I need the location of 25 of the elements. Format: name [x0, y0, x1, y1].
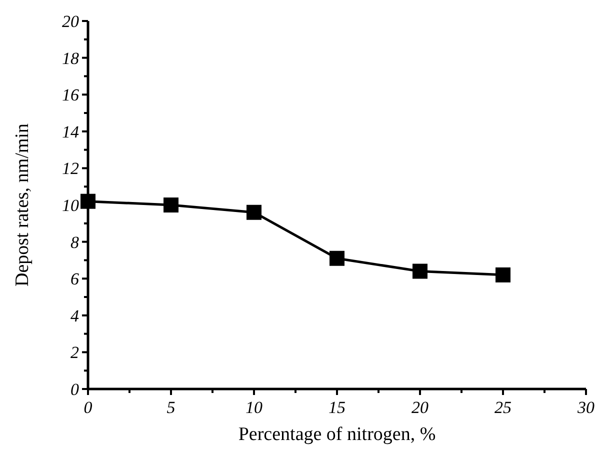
y-tick-label: 20 — [62, 12, 80, 31]
y-tick-label: 14 — [62, 122, 80, 142]
y-tick-label: 4 — [70, 306, 80, 326]
point — [496, 267, 510, 282]
y-tick-label: 0 — [70, 380, 80, 399]
x-tick-label: 30 — [576, 398, 595, 417]
y-tick-label: 6 — [70, 270, 80, 289]
x-axis-title: Percentage of nitrogen, % — [238, 424, 436, 445]
y-tick-label: 18 — [62, 48, 80, 68]
x-tick-label: 20 — [412, 398, 429, 417]
x-tick-label: 15 — [328, 398, 346, 417]
x-tick-label: 25 — [494, 398, 512, 417]
point — [164, 198, 178, 212]
y-axis-title: Depost rates, nm/min — [12, 122, 33, 287]
y-tick-label: 16 — [62, 86, 80, 105]
y-tick-label: 12 — [62, 159, 80, 178]
x-tick-label: 0 — [84, 398, 93, 417]
x-tick-label: 5 — [166, 398, 176, 417]
y-tick-label: 10 — [62, 196, 80, 215]
x-tick-label: 10 — [246, 398, 263, 417]
y-tick-label: 8 — [70, 232, 80, 252]
y-tick-label: 2 — [70, 343, 80, 362]
point — [412, 264, 428, 279]
point — [330, 250, 344, 266]
point — [246, 204, 262, 220]
